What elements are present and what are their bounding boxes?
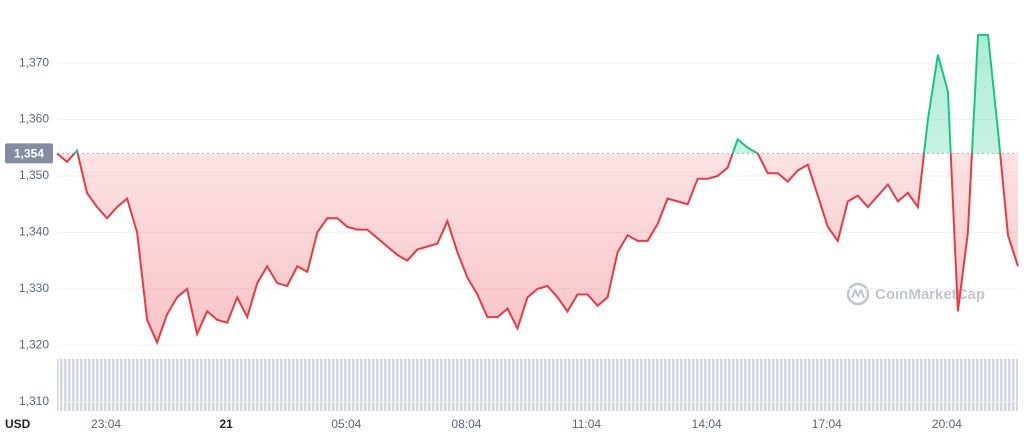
x-tick-label: 08:04 (451, 417, 481, 431)
reference-label: 1,354 (14, 147, 44, 161)
x-tick-label: 14:04 (692, 417, 722, 431)
y-tick-label: 1,360 (19, 112, 49, 126)
y-tick-label: 1,350 (19, 168, 49, 182)
reference-badge (5, 143, 53, 164)
y-tick-label: 1,320 (19, 337, 49, 351)
watermark: CoinMarketCap (846, 282, 985, 306)
x-tick-label: 17:04 (812, 417, 842, 431)
x-tick-label: 05:04 (331, 417, 361, 431)
volume-bars (57, 359, 1018, 411)
area-down (57, 153, 1018, 343)
x-tick-label: 20:04 (932, 417, 962, 431)
y-tick-label: 1,340 (19, 225, 49, 239)
x-tick-label: 11:04 (572, 417, 601, 431)
currency-label: USD (5, 417, 31, 431)
y-tick-label: 1,370 (19, 55, 49, 69)
y-tick-label: 1,310 (19, 394, 49, 408)
y-tick-label: 1,330 (19, 281, 49, 295)
x-tick-label: 23:04 (91, 417, 121, 431)
x-tick-label: 21 (219, 417, 233, 431)
price-line-down (56, 153, 1019, 346)
